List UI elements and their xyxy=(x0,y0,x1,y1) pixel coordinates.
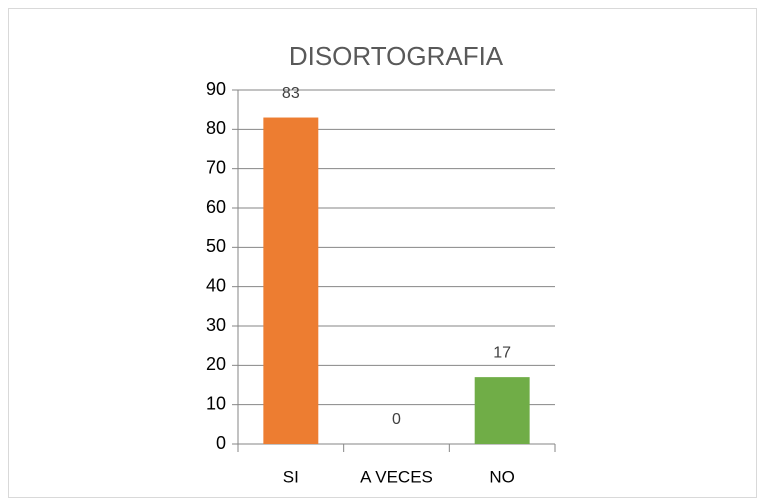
data-label: 83 xyxy=(282,85,300,102)
x-tick-label: A VECES xyxy=(360,467,433,486)
y-tick-label: 20 xyxy=(206,354,226,374)
chart-title: DISORTOGRAFIA xyxy=(289,41,504,71)
y-tick-label: 30 xyxy=(206,315,226,335)
bar xyxy=(474,377,530,444)
y-tick-label: 90 xyxy=(206,79,226,99)
y-tick-label: 80 xyxy=(206,118,226,138)
y-tick-label: 0 xyxy=(216,433,226,453)
data-label: 0 xyxy=(392,411,401,428)
y-tick-label: 50 xyxy=(206,236,226,256)
y-tick-label: 70 xyxy=(206,157,226,177)
y-tick-label: 40 xyxy=(206,275,226,295)
chart-frame xyxy=(8,8,757,498)
data-label: 17 xyxy=(493,344,511,361)
x-tick-label: NO xyxy=(489,467,515,486)
bar xyxy=(263,117,319,445)
y-tick-label: 10 xyxy=(206,393,226,413)
x-tick-label: SI xyxy=(283,467,299,486)
y-tick-label: 60 xyxy=(206,197,226,217)
